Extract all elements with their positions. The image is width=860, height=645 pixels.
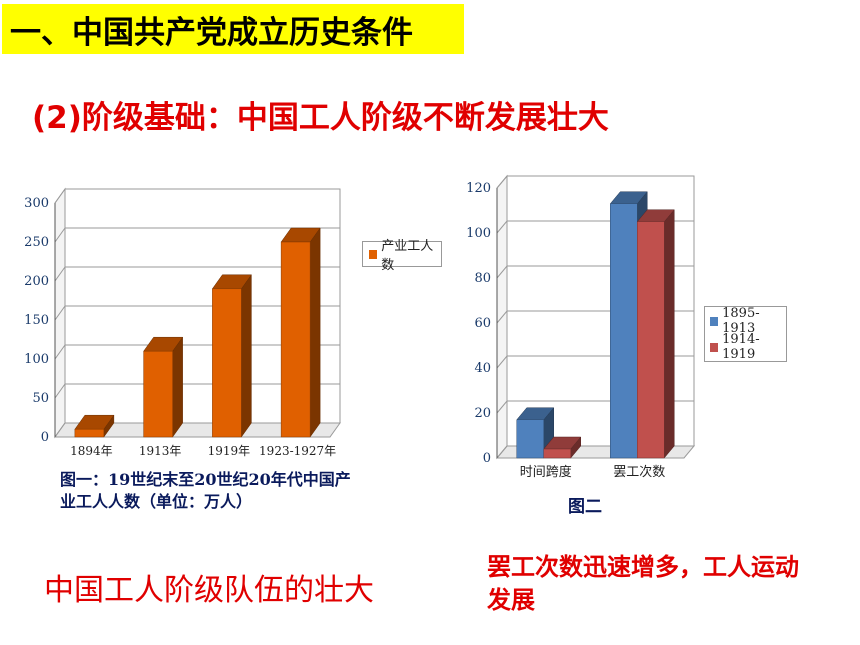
page-title: 一、中国共产党成立历史条件 — [10, 14, 413, 51]
chart2-ytick-label: 120 — [466, 181, 491, 196]
chart1-xtick-label: 1923-1927年 — [259, 444, 336, 458]
chart1-xtick-label: 1913年 — [139, 444, 182, 458]
chart1-ytick-label: 200 — [24, 274, 49, 289]
chart1-ytick-label: 300 — [24, 196, 49, 211]
chart2-ytick-label: 100 — [466, 226, 491, 241]
chart1-bar — [280, 241, 311, 438]
chart2-legend-entry-1: 1895-1913 — [705, 306, 786, 336]
chart1-bar-side — [172, 336, 183, 438]
chart2-ytick-label: 40 — [474, 361, 491, 376]
chart2-legend-label-2: 1914-1919 — [722, 332, 760, 362]
chart1-gridline — [54, 227, 340, 243]
chart1-xtick-label: 1894年 — [70, 444, 113, 458]
chart2-bar — [610, 203, 638, 459]
chart1-bar — [212, 288, 242, 438]
chart2-caption: 图二 — [568, 497, 602, 517]
chart1-ytick-label: 250 — [24, 235, 49, 250]
chart1-bar-side — [241, 274, 252, 438]
page-subtitle: (2)阶级基础：中国工人阶级不断发展壮大 — [32, 100, 609, 136]
chart1-ytick-label: 150 — [24, 313, 49, 328]
conclusion-right: 罢工次数迅速增多，工人运动发展 — [487, 553, 799, 614]
chart2-legend: 1895-1913 1914-1919 — [704, 306, 787, 362]
chart2-legend-swatch-1 — [710, 316, 719, 326]
chart2-xtick-label: 时间跨度 — [520, 464, 572, 480]
conclusion-left: 中国工人阶级队伍的壮大 — [44, 573, 374, 608]
chart1-ytick-label: 0 — [41, 430, 49, 445]
chart2-legend-entry-2: 1914-1919 — [705, 332, 786, 362]
chart1-bar — [74, 428, 105, 438]
chart2-legend-label-1: 1895-1913 — [722, 306, 760, 336]
chart2-legend-swatch-2 — [710, 342, 719, 352]
chart1-gridline — [54, 266, 340, 282]
chart1-bar-side — [309, 227, 321, 438]
chart2-ytick-label: 0 — [483, 451, 491, 466]
chart1-legend-label: 产业工人数 — [381, 239, 434, 273]
chart2-bar — [543, 448, 571, 459]
chart1-xtick-label: 1919年 — [208, 444, 251, 458]
chart2-ytick-label: 20 — [474, 406, 491, 421]
chart2-gridline — [496, 175, 694, 189]
chart1-bar — [143, 350, 173, 438]
chart1-legend: 产业工人数 — [362, 239, 442, 273]
chart1-ytick-label: 50 — [32, 391, 49, 406]
chart2-bar — [516, 419, 544, 459]
chart1-caption: 图一：19世纪末至20世纪20年代中国产业工人人数（单位：万人） — [60, 470, 351, 511]
chart2-xtick-label: 罢工次数 — [613, 464, 665, 480]
chart1-legend-swatch — [369, 249, 378, 259]
chart2-ytick-label: 80 — [474, 271, 491, 286]
chart2-bar-side — [664, 209, 675, 459]
title-banner: 一、中国共产党成立历史条件 — [2, 4, 464, 54]
chart2-bar — [637, 221, 665, 459]
chart1-gridline — [54, 188, 340, 204]
chart2-ytick-label: 60 — [474, 316, 491, 331]
chart1-ytick-label: 100 — [24, 352, 49, 367]
